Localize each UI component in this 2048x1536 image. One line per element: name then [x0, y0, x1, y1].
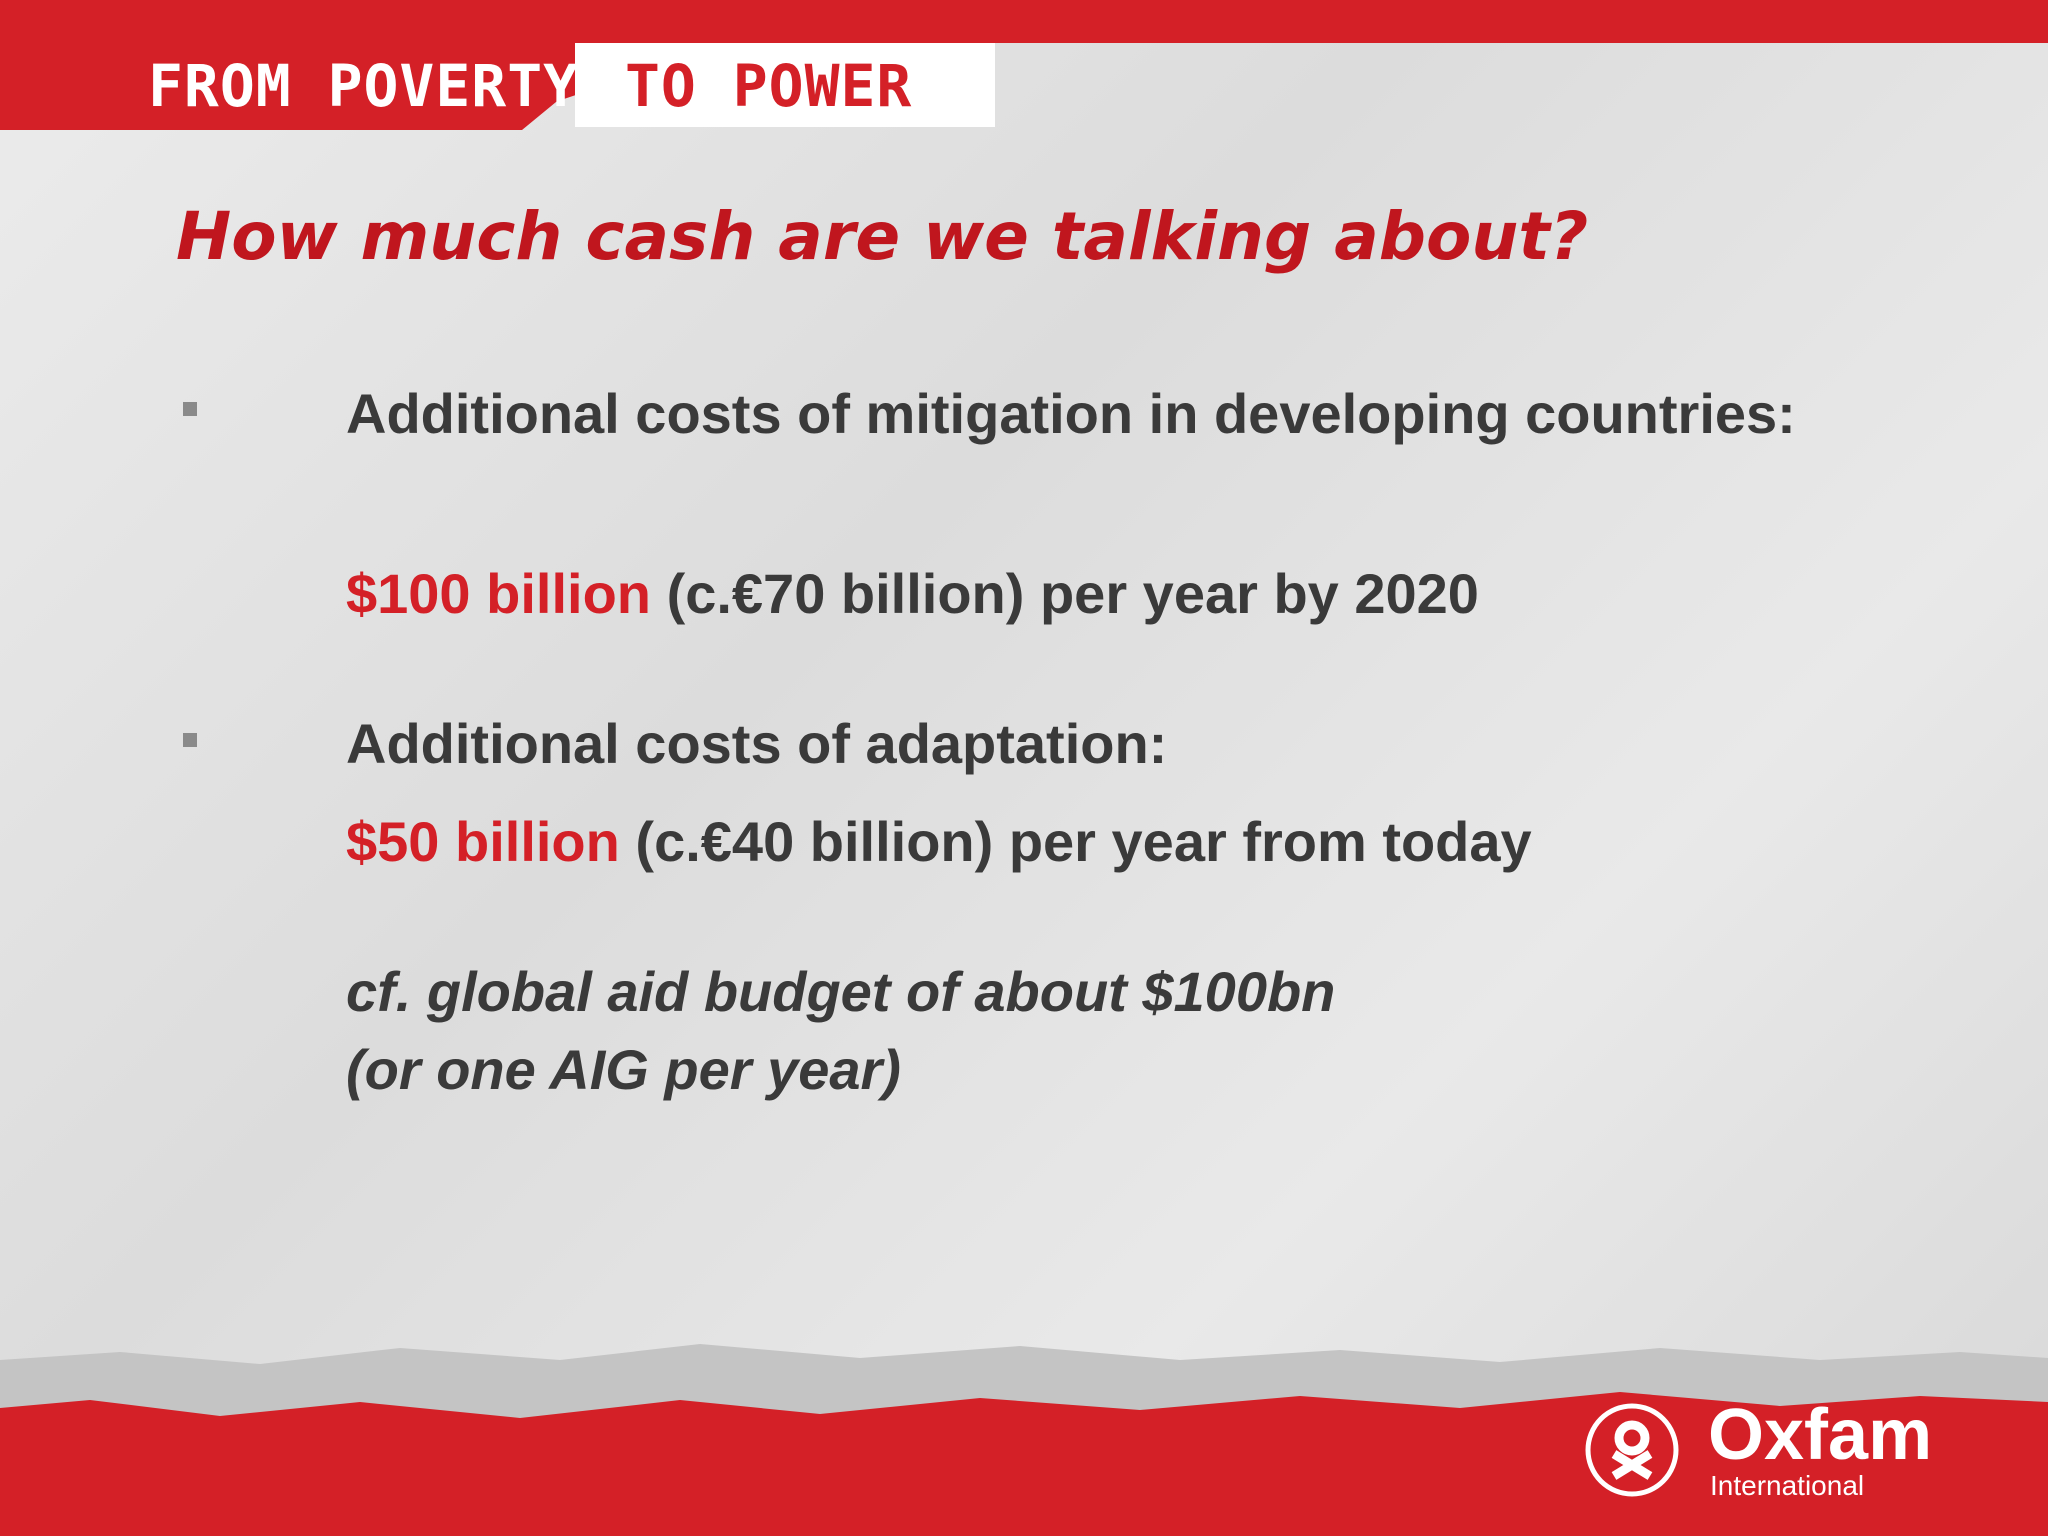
brand-right: TO POWER: [625, 52, 913, 120]
bullet-label: Additional costs of adaptation:: [346, 712, 1168, 775]
amount-detail: (c.€40 billion) per year from today: [635, 810, 1532, 873]
logo-subtext: International: [1710, 1470, 1865, 1501]
amount-detail: (c.€70 billion) per year by 2020: [666, 562, 1479, 625]
slide-title: How much cash are we talking about?: [176, 198, 1589, 275]
bullet-label: Additional costs of mitigation in develo…: [346, 382, 1796, 445]
amount-highlight: $50 billion: [346, 810, 620, 873]
bullet-amount: $50 billion (c.€40 billion) per year fro…: [346, 803, 1806, 881]
brand-left: FROM POVERTY: [148, 52, 580, 120]
brand-strip: [575, 43, 995, 127]
note-line: cf. global aid budget of about $100bn: [346, 960, 1336, 1023]
logo-icon: [1585, 1403, 1679, 1497]
torn-footer: [0, 1344, 2048, 1536]
logo-text: Oxfam: [1708, 1395, 1933, 1475]
brand-banner: [0, 0, 580, 130]
amount-highlight: $100 billion: [346, 562, 651, 625]
note-line: (or one AIG per year): [346, 1038, 901, 1101]
bullet: [183, 402, 197, 416]
bullet-amount: $100 billion (c.€70 billion) per year by…: [346, 555, 1806, 633]
bullet: [183, 733, 197, 747]
